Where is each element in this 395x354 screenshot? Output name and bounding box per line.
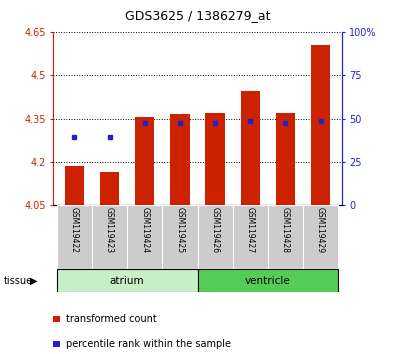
Bar [57,269,198,292]
Bar [303,205,338,269]
Bar [127,205,162,269]
Bar [276,113,295,205]
Text: GSM119428: GSM119428 [281,207,290,253]
Text: GSM119424: GSM119424 [140,207,149,253]
Bar [198,205,233,269]
Text: transformed count: transformed count [66,314,156,324]
Bar [233,205,268,269]
Text: GSM119429: GSM119429 [316,207,325,253]
Text: GSM119426: GSM119426 [211,207,220,253]
Bar [100,172,119,205]
Text: ventricle: ventricle [245,275,291,286]
Bar [57,205,92,269]
Bar [65,166,84,205]
Text: atrium: atrium [110,275,145,286]
Text: percentile rank within the sample: percentile rank within the sample [66,339,231,349]
Text: GDS3625 / 1386279_at: GDS3625 / 1386279_at [125,9,270,22]
Bar [205,113,225,205]
Text: tissue: tissue [4,275,33,286]
Bar [198,269,338,292]
Bar [268,205,303,269]
Bar [170,114,190,205]
Text: GSM119425: GSM119425 [175,207,184,253]
Bar [92,205,127,269]
Bar [311,45,330,205]
Text: GSM119422: GSM119422 [70,207,79,253]
Text: ▶: ▶ [30,275,37,286]
Text: GSM119427: GSM119427 [246,207,255,253]
Bar [241,91,260,205]
Bar [162,205,198,269]
Bar [135,117,154,205]
Text: GSM119423: GSM119423 [105,207,114,253]
